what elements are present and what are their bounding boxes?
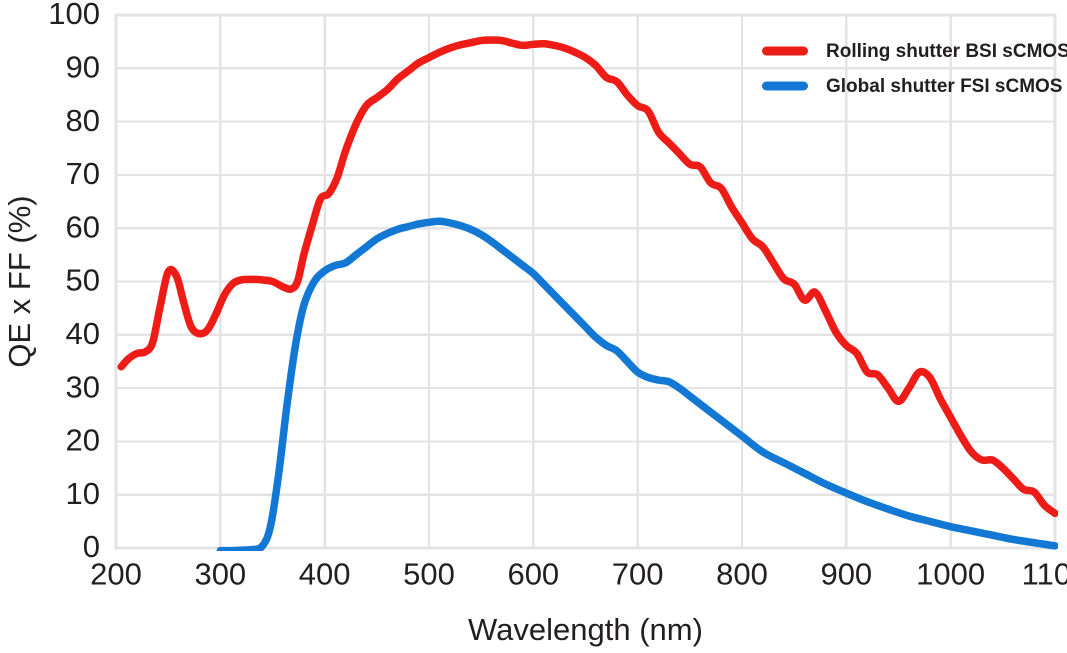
y-tick-label: 90 <box>66 49 100 84</box>
x-tick-label: 1100 <box>1022 556 1067 591</box>
y-tick-label: 0 <box>83 529 100 564</box>
series-line-rolling-shutter-bsi <box>117 36 1058 518</box>
y-tick-label: 20 <box>66 423 100 458</box>
grid-lines <box>116 15 1055 548</box>
y-axis-title: QE x FF (%) <box>2 195 37 367</box>
x-tick-label: 600 <box>507 556 559 591</box>
x-tick-label: 500 <box>403 556 455 591</box>
data-series-layer <box>117 36 1058 551</box>
y-tick-label: 40 <box>66 316 100 351</box>
x-axis-title: Wavelength (nm) <box>468 612 703 647</box>
x-axis-tick-labels: 200 300 400 500 600 700 800 900 1000 1100 <box>90 556 1067 591</box>
y-tick-label: 10 <box>66 476 100 511</box>
legend-swatch-global-shutter-fsi <box>762 81 808 91</box>
x-tick-label: 900 <box>820 556 872 591</box>
y-tick-label: 30 <box>66 369 100 404</box>
x-tick-label: 300 <box>194 556 246 591</box>
y-tick-label: 80 <box>66 103 100 138</box>
x-tick-label: 1000 <box>916 556 985 591</box>
x-tick-label: 800 <box>716 556 768 591</box>
y-tick-label: 100 <box>48 0 100 31</box>
series-line-global-shutter-fsi <box>216 217 1058 551</box>
y-tick-label: 50 <box>66 263 100 298</box>
plot-area-frame <box>114 13 1057 550</box>
x-tick-label: 200 <box>90 556 142 591</box>
x-tick-label: 400 <box>299 556 351 591</box>
chart-legend: Rolling shutter BSI sCMOS Global shutter … <box>762 41 1067 97</box>
legend-label-rolling-shutter-bsi: Rolling shutter BSI sCMOS <box>826 41 1067 62</box>
y-tick-label: 60 <box>66 209 100 244</box>
legend-label-global-shutter-fsi: Global shutter FSI sCMOS <box>826 76 1062 97</box>
y-tick-label: 70 <box>66 156 100 191</box>
y-axis-tick-labels: 0 10 20 30 40 50 60 70 80 90 100 <box>48 0 100 564</box>
x-tick-label: 700 <box>612 556 664 591</box>
legend-swatch-rolling-shutter-bsi <box>762 46 808 56</box>
